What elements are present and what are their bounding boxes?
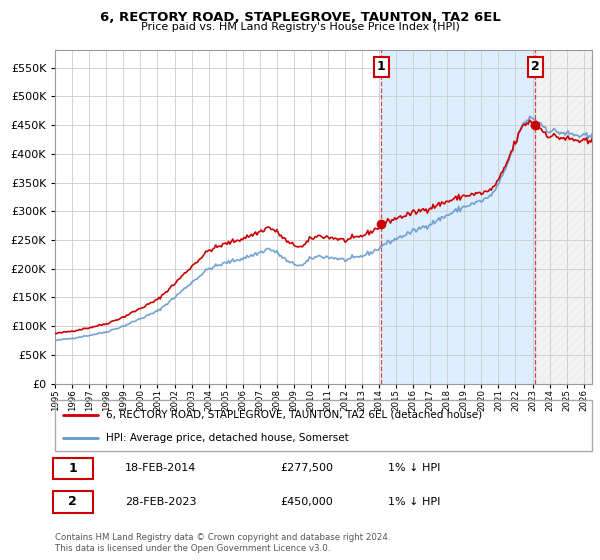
- Text: 2: 2: [68, 496, 77, 508]
- Text: £277,500: £277,500: [281, 463, 334, 473]
- Text: 2: 2: [531, 60, 539, 73]
- Text: HPI: Average price, detached house, Somerset: HPI: Average price, detached house, Some…: [106, 433, 349, 443]
- Text: £450,000: £450,000: [281, 497, 334, 507]
- Text: 6, RECTORY ROAD, STAPLEGROVE, TAUNTON, TA2 6EL (detached house): 6, RECTORY ROAD, STAPLEGROVE, TAUNTON, T…: [106, 409, 482, 419]
- Text: 1: 1: [377, 60, 386, 73]
- Text: 1% ↓ HPI: 1% ↓ HPI: [388, 463, 440, 473]
- Bar: [535, 50, 592, 384]
- Text: Contains HM Land Registry data © Crown copyright and database right 2024.
This d: Contains HM Land Registry data © Crown c…: [55, 533, 391, 553]
- FancyBboxPatch shape: [53, 491, 93, 513]
- Text: 18-FEB-2014: 18-FEB-2014: [125, 463, 196, 473]
- Text: 28-FEB-2023: 28-FEB-2023: [125, 497, 197, 507]
- Text: 1: 1: [68, 462, 77, 475]
- FancyBboxPatch shape: [53, 458, 93, 479]
- Text: 1% ↓ HPI: 1% ↓ HPI: [388, 497, 440, 507]
- Bar: [381, 50, 535, 384]
- Text: Price paid vs. HM Land Registry's House Price Index (HPI): Price paid vs. HM Land Registry's House …: [140, 22, 460, 32]
- Text: 6, RECTORY ROAD, STAPLEGROVE, TAUNTON, TA2 6EL: 6, RECTORY ROAD, STAPLEGROVE, TAUNTON, T…: [100, 11, 500, 24]
